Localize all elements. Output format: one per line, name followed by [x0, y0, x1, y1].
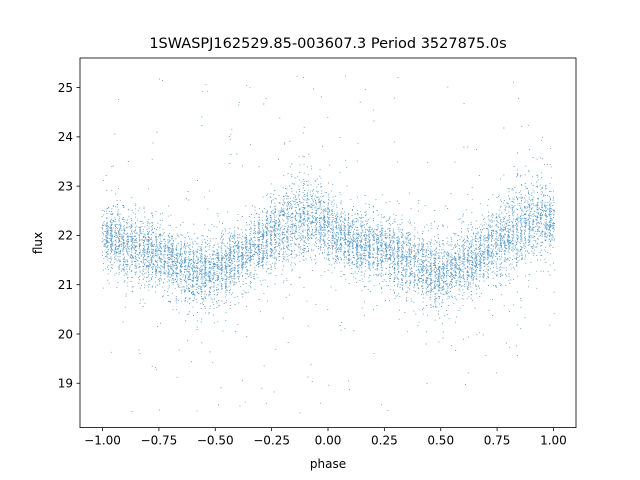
plot-area [80, 58, 576, 428]
y-axis-label: flux [31, 232, 45, 254]
scatter-points [101, 75, 556, 414]
x-tick-label: −0.25 [253, 434, 290, 448]
x-tick-label: −0.50 [197, 434, 234, 448]
x-tick-label: −1.00 [84, 434, 121, 448]
x-axis-label: phase [310, 457, 346, 471]
chart-title: 1SWASPJ162529.85-003607.3 Period 3527875… [149, 36, 506, 52]
x-tick-label: 0.50 [427, 434, 454, 448]
y-tick-label: 19 [58, 377, 73, 391]
y-axis-ticks: 19 20 21 22 23 24 25 [58, 81, 80, 391]
x-tick-label: 0.75 [484, 434, 511, 448]
y-tick-label: 20 [58, 327, 73, 341]
y-tick-label: 21 [58, 278, 73, 292]
y-tick-label: 25 [58, 81, 73, 95]
x-tick-label: 1.00 [540, 434, 567, 448]
x-tick-label: 0.25 [371, 434, 398, 448]
x-tick-label: −0.75 [141, 434, 178, 448]
y-tick-label: 23 [58, 179, 73, 193]
data-points [101, 75, 556, 414]
y-tick-label: 22 [58, 229, 73, 243]
x-axis-ticks: −1.00 −0.75 −0.50 −0.25 0.00 0.25 0.50 0.75 1.00 [84, 427, 567, 448]
x-tick-label: 0.00 [315, 434, 342, 448]
y-tick-label: 24 [58, 130, 73, 144]
